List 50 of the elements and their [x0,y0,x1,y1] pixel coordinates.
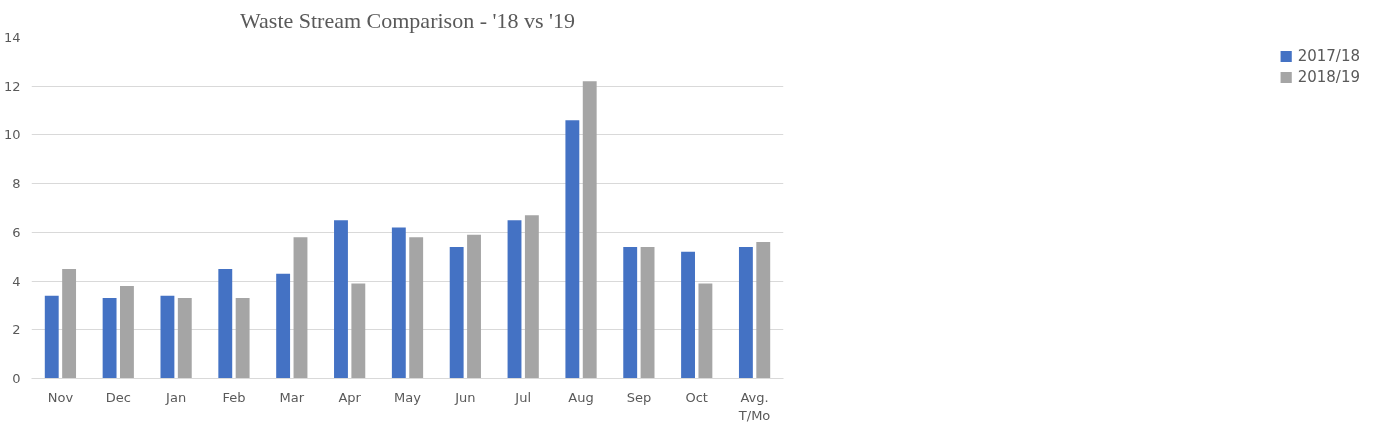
bar [409,237,424,379]
y-tick-label: 6 [12,224,21,240]
bar [293,237,308,379]
bar [507,220,522,379]
x-tick-label: Feb [222,389,246,405]
bar [276,273,291,379]
x-tick-label: Apr [338,389,362,405]
y-tick-label: 12 [3,78,21,94]
x-tick-label: Oct [685,389,708,405]
bar [102,298,117,379]
bar [351,283,366,379]
bar [582,81,597,379]
x-tick-label: Sep [626,389,652,405]
bar [756,242,771,379]
bar [177,298,192,379]
bar [160,295,175,379]
bar [681,251,695,379]
x-tick-label: Nov [47,389,74,405]
bar [62,268,77,379]
bar [467,234,481,379]
bar [120,285,134,379]
bar [44,295,59,379]
y-tick-label: 8 [12,176,21,192]
chart-title: Waste Stream Comparison - '18 vs '19 [240,7,575,33]
bar [334,220,348,379]
y-tick-label: 4 [12,273,21,289]
x-tick-label: Aug [568,389,594,405]
bar [391,227,406,379]
bar [449,246,464,379]
x-tick-label: Jan [165,389,187,405]
x-tick-label: Jun [454,389,476,405]
bar [623,246,638,379]
legend-label: 2017/18 [1297,47,1360,65]
x-tick-label: May [394,389,422,405]
y-tick-label: 0 [12,371,21,386]
bar [738,246,753,379]
x-tick-label: Mar [279,389,305,405]
y-tick-label: 10 [3,127,21,143]
x-tick-label: Avg. T/Mo [737,389,771,423]
bar [565,120,580,379]
legend-label: 2018/19 [1297,68,1360,86]
bar [698,283,713,379]
bar [218,268,233,379]
y-tick-label: 2 [12,322,21,338]
y-tick-label: 14 [3,30,21,45]
x-tick-label: Jul [514,389,532,405]
bar [640,246,655,379]
bar [235,298,250,379]
bar [524,215,539,379]
x-tick-label: Dec [105,389,131,405]
